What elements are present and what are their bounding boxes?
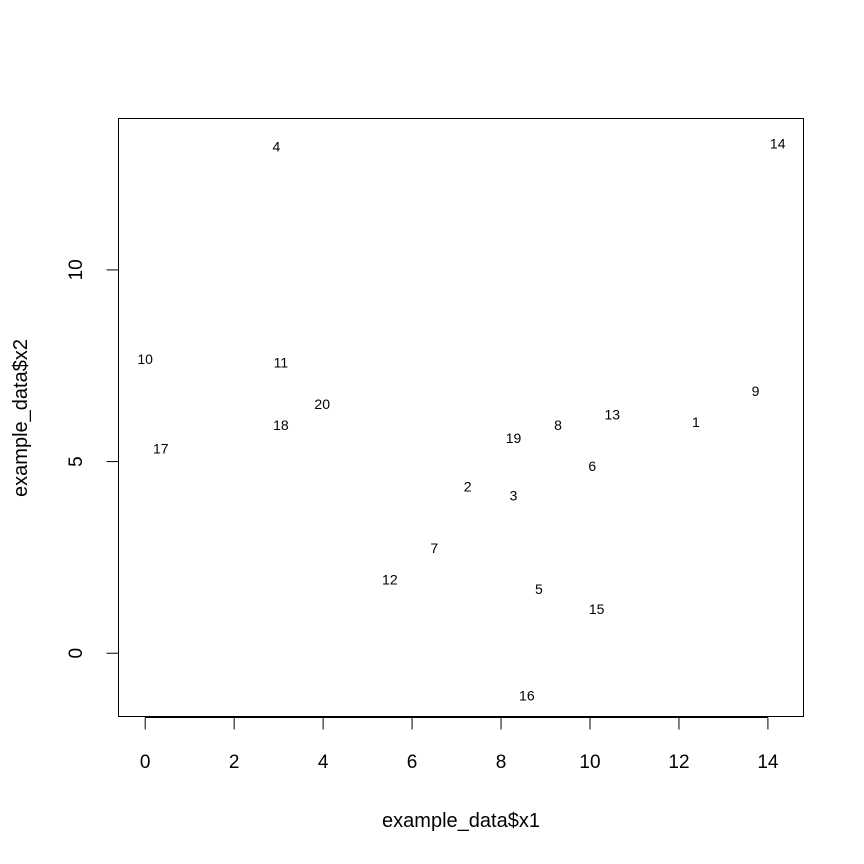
data-point-label: 1 xyxy=(692,414,700,430)
data-point-label: 17 xyxy=(153,441,169,457)
data-point-label: 18 xyxy=(273,417,289,433)
data-point-label: 3 xyxy=(510,487,518,503)
data-point-label: 7 xyxy=(430,540,438,556)
data-point-label: 19 xyxy=(506,430,522,446)
data-point-label: 9 xyxy=(752,383,760,399)
data-point-label: 14 xyxy=(770,135,786,151)
data-point-label: 4 xyxy=(273,138,281,154)
data-point-label: 8 xyxy=(554,417,562,433)
x-tick-label: 14 xyxy=(757,752,779,773)
x-tick-label: 12 xyxy=(668,752,689,773)
y-tick-label: 0 xyxy=(66,648,87,659)
y-tick-label: 5 xyxy=(66,456,87,467)
data-point-label: 2 xyxy=(464,479,472,495)
x-tick-label: 10 xyxy=(579,752,600,773)
data-point-label: 20 xyxy=(314,396,330,412)
y-axis: 0 5 10 xyxy=(66,259,119,659)
data-point-label: 12 xyxy=(382,572,398,588)
data-point-label: 13 xyxy=(604,406,620,422)
x-tick-label: 8 xyxy=(496,752,507,773)
data-point-label: 10 xyxy=(137,351,153,367)
x-tick-label: 2 xyxy=(229,752,240,773)
plot-area-border xyxy=(118,118,804,717)
x-tick-label: 4 xyxy=(318,752,329,773)
data-point-label: 16 xyxy=(519,687,535,703)
data-point-label: 6 xyxy=(588,458,596,474)
y-axis-title: example_data$x2 xyxy=(10,339,32,497)
data-point-label: 15 xyxy=(589,601,605,617)
x-tick-label: 6 xyxy=(407,752,418,773)
x-axis: 0 2 4 6 8 10 12 14 xyxy=(140,717,779,773)
data-point-label: 11 xyxy=(274,354,289,370)
y-tick-label: 10 xyxy=(66,259,87,280)
x-axis-title: example_data$x1 xyxy=(382,810,540,832)
data-point-label: 5 xyxy=(535,581,543,597)
x-tick-label: 0 xyxy=(140,752,151,773)
